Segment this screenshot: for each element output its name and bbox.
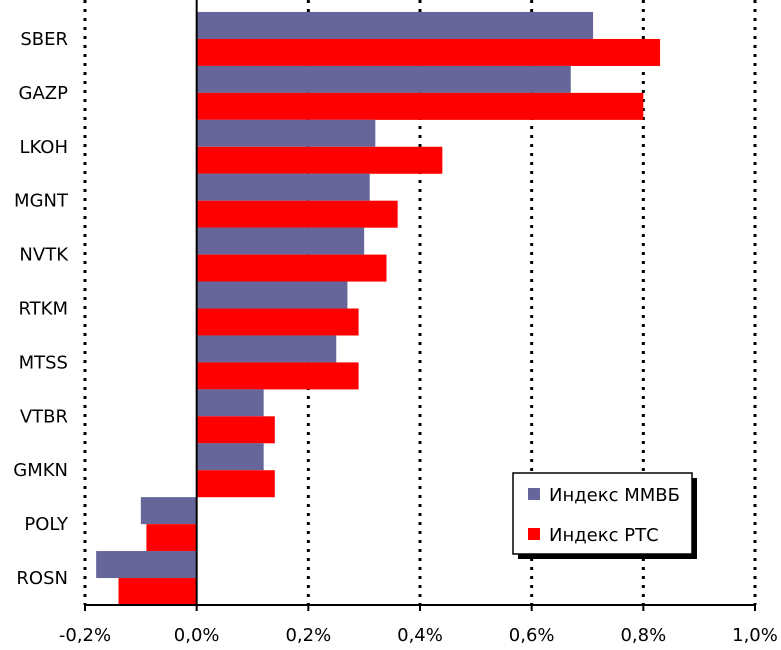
- bar: [196, 92, 644, 120]
- bar: [196, 119, 376, 147]
- category-label: POLY: [24, 514, 69, 535]
- legend-swatch-rts: [528, 528, 540, 540]
- bar: [196, 308, 359, 336]
- bar: [196, 65, 571, 93]
- bar: [196, 38, 661, 66]
- bar: [196, 416, 275, 444]
- bars: [96, 11, 661, 606]
- legend-label-rts: Индекс РТС: [549, 525, 659, 546]
- bar: [196, 173, 370, 201]
- bar: [196, 362, 359, 390]
- x-tick-label: 0,4%: [397, 625, 443, 646]
- x-tick-labels: -0,2% 0,0% 0,2% 0,4% 0,6% 0,8% 1,0%: [59, 625, 778, 646]
- bar: [146, 524, 197, 552]
- category-label: SBER: [20, 29, 68, 50]
- x-tick-label: 0,6%: [509, 625, 555, 646]
- category-label: VTBR: [20, 406, 68, 427]
- category-label: ROSN: [16, 568, 68, 589]
- legend-label-mmvb: Индекс ММВБ: [549, 485, 680, 506]
- category-label: MTSS: [19, 352, 68, 373]
- x-tick-label: -0,2%: [59, 625, 111, 646]
- bar: [196, 11, 594, 39]
- category-label: GAZP: [19, 83, 69, 104]
- bar: [196, 470, 275, 498]
- legend: Индекс ММВБ Индекс РТС: [512, 472, 697, 559]
- category-label: GMKN: [13, 460, 68, 481]
- bar: [196, 281, 348, 309]
- category-label: RTKM: [18, 299, 68, 320]
- bar: [196, 146, 443, 174]
- x-tick-label: 1,0%: [732, 625, 778, 646]
- category-label: MGNT: [14, 191, 69, 212]
- category-labels: SBER GAZP LKOH MGNT NVTK RTKM MTSS VTBR GMKN POLY…: [13, 29, 69, 589]
- x-tick-label: 0,8%: [620, 625, 666, 646]
- category-label: LKOH: [19, 137, 68, 158]
- bar: [96, 551, 197, 579]
- category-label: NVTK: [19, 245, 69, 266]
- legend-swatch-mmvb: [528, 488, 540, 500]
- bar: [196, 227, 365, 255]
- axes: [84, 0, 756, 611]
- bar: [196, 254, 387, 282]
- bar: [196, 335, 337, 363]
- bar: [118, 578, 197, 606]
- bar: [140, 497, 197, 525]
- bar: [196, 389, 264, 417]
- x-tick-label: 0,2%: [285, 625, 331, 646]
- bar: [196, 200, 398, 228]
- legend-box: [512, 472, 693, 555]
- x-tick-label: 0,0%: [174, 625, 220, 646]
- bar: [196, 443, 264, 471]
